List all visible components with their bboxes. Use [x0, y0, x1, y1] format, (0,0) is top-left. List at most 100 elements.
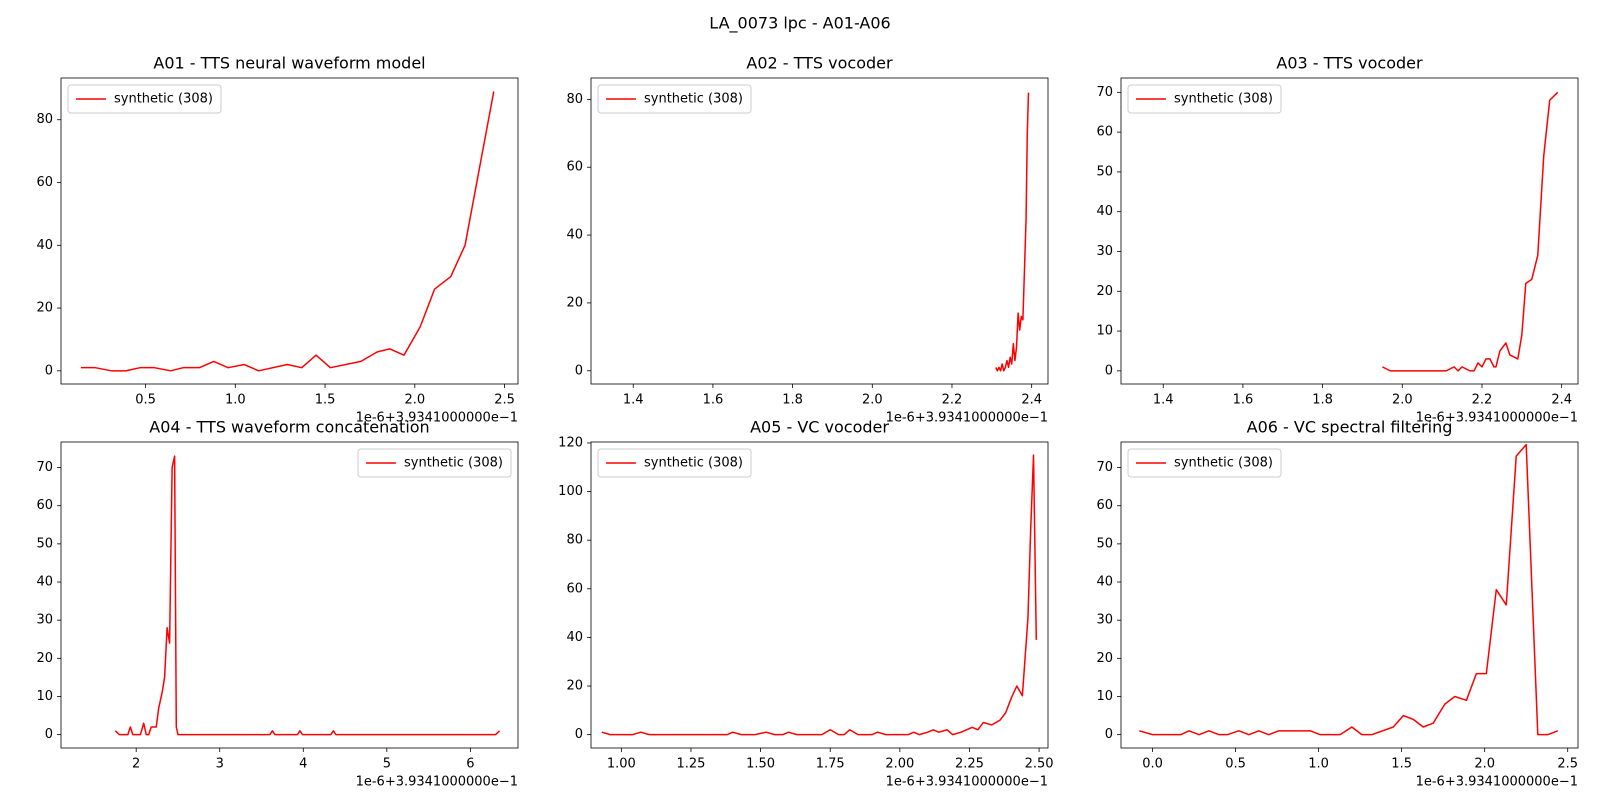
x-tick-label: 2.0: [404, 393, 425, 408]
y-tick-label: 40: [1096, 204, 1113, 219]
x-tick-label: 2.2: [942, 393, 963, 408]
legend-label: synthetic (308): [644, 92, 743, 107]
y-tick-label: 0: [1105, 363, 1113, 378]
legend-box: [597, 448, 752, 478]
y-tick-label: 30: [1096, 244, 1113, 259]
x-tick-label: 1.4: [1153, 393, 1174, 408]
y-tick-label: 60: [566, 160, 583, 175]
subplot: A03 - TTS vocoder 0 10 20 30 40 50 60 70 1.4 1.6 1.…: [1096, 54, 1579, 426]
y-tick-label: 50: [1096, 164, 1113, 179]
y-tick-label: 100: [558, 484, 583, 499]
x-tick-label: 1.8: [782, 393, 803, 408]
x-offset-label: 1e-6+3.9341000000e−1: [886, 775, 1048, 790]
y-tick-label: 0: [575, 363, 583, 378]
y-tick-label: 20: [1096, 284, 1113, 299]
x-tick-label: 1.5: [315, 393, 336, 408]
y-tick-label: 10: [1096, 689, 1113, 704]
legend-box: [357, 448, 512, 478]
x-tick-label: 3: [216, 757, 224, 772]
subplot-title: A02 - TTS vocoder: [746, 54, 893, 73]
data-line: [114, 455, 501, 736]
x-offset-label: 1e-6+3.9341000000e−1: [886, 411, 1048, 426]
legend: synthetic (308): [1127, 448, 1282, 478]
x-offset-label: 1e-6+3.9341000000e−1: [356, 411, 518, 426]
y-tick-label: 70: [36, 460, 53, 475]
x-tick-label: 2.4: [1551, 393, 1572, 408]
y-tick-label: 60: [566, 581, 583, 596]
x-tick-label: 1.4: [623, 393, 644, 408]
legend-label: synthetic (308): [1174, 92, 1273, 107]
y-tick-label: 0: [1105, 727, 1113, 742]
subplot-title: A01 - TTS neural waveform model: [153, 54, 425, 73]
x-tick-label: 1.25: [677, 757, 706, 772]
y-tick-label: 30: [1096, 613, 1113, 628]
y-tick-label: 40: [36, 238, 53, 253]
axes-frame: [60, 77, 519, 385]
y-tick-label: 40: [566, 630, 583, 645]
y-tick-label: 40: [566, 228, 583, 243]
subplot-title: A06 - VC spectral filtering: [1247, 418, 1453, 437]
x-tick-label: 2.50: [1025, 757, 1054, 772]
subplot: A06 - VC spectral filtering 0 10 20 30 40 50 60…: [1096, 418, 1579, 790]
x-tick-label: 2.0: [1392, 393, 1413, 408]
x-tick-label: 0.5: [1225, 757, 1246, 772]
x-tick-label: 1.00: [607, 757, 636, 772]
legend: synthetic (308): [67, 84, 222, 114]
y-tick-label: 0: [575, 727, 583, 742]
x-offset-label: 1e-6+3.9341000000e−1: [1416, 411, 1578, 426]
y-tick-label: 70: [1096, 460, 1113, 475]
legend-box: [67, 84, 222, 114]
legend-label: synthetic (308): [404, 456, 503, 471]
y-tick-label: 80: [566, 92, 583, 107]
legend-label: synthetic (308): [644, 456, 743, 471]
x-tick-label: 1.0: [1308, 757, 1329, 772]
y-tick-label: 20: [566, 295, 583, 310]
subplot-title: A05 - VC vocoder: [750, 418, 889, 437]
x-tick-label: 1.5: [1391, 757, 1412, 772]
y-tick-label: 70: [1096, 85, 1113, 100]
x-tick-label: 1.75: [816, 757, 845, 772]
data-line: [80, 91, 495, 372]
axes-frame: [590, 441, 1049, 749]
y-tick-label: 50: [1096, 536, 1113, 551]
y-tick-label: 50: [36, 536, 53, 551]
x-tick-label: 1.6: [703, 393, 724, 408]
y-tick-label: 20: [566, 679, 583, 694]
axes-frame: [1120, 77, 1579, 385]
y-tick-label: 60: [1096, 125, 1113, 140]
y-tick-label: 10: [1096, 324, 1113, 339]
data-line: [995, 92, 1030, 372]
y-tick-label: 20: [1096, 651, 1113, 666]
x-tick-label: 2.00: [885, 757, 914, 772]
y-tick-label: 60: [36, 175, 53, 190]
legend: synthetic (308): [1127, 84, 1282, 114]
axes-frame: [1120, 441, 1579, 749]
y-tick-label: 120: [558, 435, 583, 450]
subplot: A02 - TTS vocoder 0 20 40 60 80 1.4 1.6 1.8 2.0 2.…: [566, 54, 1049, 426]
x-tick-label: 2: [132, 757, 140, 772]
y-tick-label: 30: [36, 613, 53, 628]
legend-label: synthetic (308): [1174, 456, 1273, 471]
y-tick-label: 40: [36, 575, 53, 590]
legend: synthetic (308): [597, 84, 752, 114]
x-tick-label: 2.5: [1557, 757, 1578, 772]
x-tick-label: 4: [299, 757, 307, 772]
y-tick-label: 20: [36, 301, 53, 316]
y-tick-label: 60: [1096, 498, 1113, 513]
x-tick-label: 5: [383, 757, 391, 772]
legend-box: [1127, 448, 1282, 478]
subplot: A04 - TTS waveform concatenation 0 10 20 30 4…: [36, 418, 519, 790]
x-offset-label: 1e-6+3.9341000000e−1: [1416, 775, 1578, 790]
y-tick-label: 10: [36, 689, 53, 704]
subplot: A01 - TTS neural waveform model 0 20 40 60 80…: [36, 54, 519, 426]
x-tick-label: 2.5: [494, 393, 515, 408]
x-tick-label: 6: [466, 757, 474, 772]
legend-label: synthetic (308): [114, 92, 213, 107]
data-line: [1139, 443, 1559, 736]
x-tick-label: 0.5: [135, 393, 156, 408]
x-tick-label: 1.0: [225, 393, 246, 408]
subplot: A05 - VC vocoder 0 20 40 60 80 100 120 1.00 1.25 1…: [558, 418, 1053, 790]
x-tick-label: 0.0: [1142, 757, 1163, 772]
